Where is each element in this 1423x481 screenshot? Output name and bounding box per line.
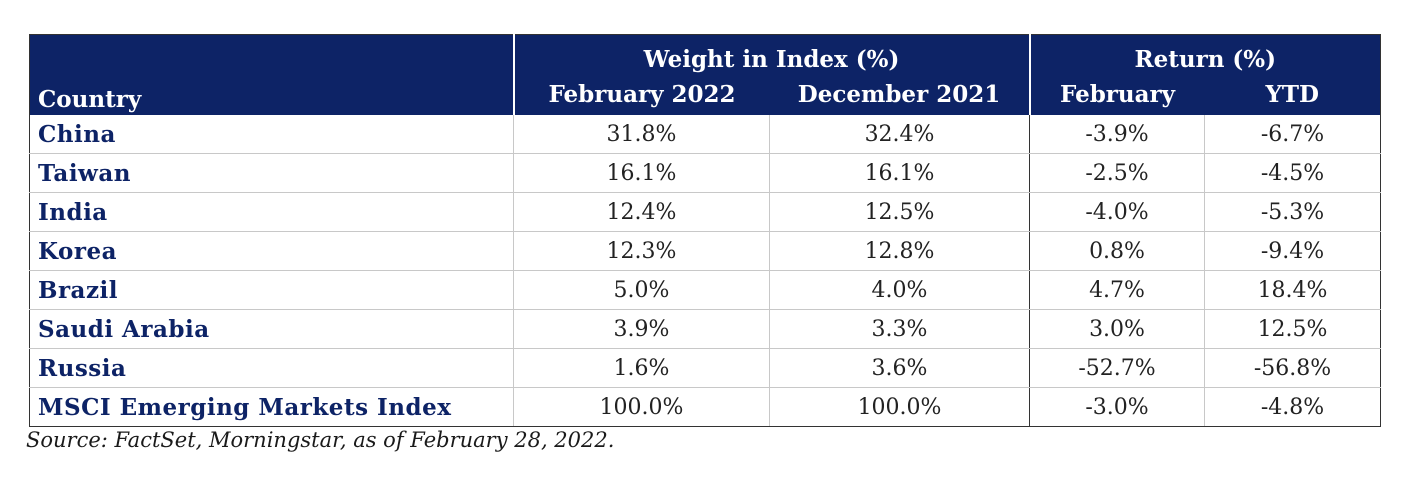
table-header: Weight in Index (%) Return (%) Country F… bbox=[29, 34, 1381, 115]
cell-ytd: -4.8% bbox=[1204, 387, 1382, 427]
cell-country: Korea bbox=[29, 231, 514, 271]
cell-country: Brazil bbox=[29, 270, 514, 310]
cell-dec-2021: 32.4% bbox=[769, 115, 1031, 154]
cell-country: MSCI Emerging Markets Index bbox=[29, 387, 514, 427]
cell-country: Saudi Arabia bbox=[29, 309, 514, 349]
cell-feb-2022: 12.3% bbox=[513, 231, 770, 271]
column-header-country: Country bbox=[29, 73, 514, 115]
cell-feb-2022: 3.9% bbox=[513, 309, 770, 349]
cell-feb-2022: 31.8% bbox=[513, 115, 770, 154]
cell-ytd: -4.5% bbox=[1204, 153, 1382, 193]
cell-feb-2022: 16.1% bbox=[513, 153, 770, 193]
country-weights-table: Weight in Index (%) Return (%) Country F… bbox=[29, 34, 1382, 427]
cell-dec-2021: 3.6% bbox=[769, 348, 1031, 388]
cell-dec-2021: 100.0% bbox=[769, 387, 1031, 427]
cell-february: 4.7% bbox=[1029, 270, 1206, 310]
cell-dec-2021: 12.5% bbox=[769, 192, 1031, 232]
cell-dec-2021: 16.1% bbox=[769, 153, 1031, 193]
cell-country: Taiwan bbox=[29, 153, 514, 193]
cell-feb-2022: 12.4% bbox=[513, 192, 770, 232]
cell-february: -4.0% bbox=[1029, 192, 1206, 232]
cell-feb-2022: 5.0% bbox=[513, 270, 770, 310]
cell-dec-2021: 3.3% bbox=[769, 309, 1031, 349]
header-blank bbox=[29, 34, 514, 73]
cell-ytd: -5.3% bbox=[1204, 192, 1382, 232]
table-row: MSCI Emerging Markets Index 100.0% 100.0% -… bbox=[29, 387, 1382, 427]
column-header-dec-2021: December 2021 bbox=[769, 73, 1030, 115]
column-header-ytd: YTD bbox=[1204, 73, 1381, 115]
table-row: China 31.8% 32.4% -3.9% -6.7% bbox=[29, 115, 1382, 154]
cell-february: 0.8% bbox=[1029, 231, 1206, 271]
column-header-feb-2022: February 2022 bbox=[512, 73, 770, 115]
table-row: India 12.4% 12.5% -4.0% -5.3% bbox=[29, 192, 1382, 232]
cell-dec-2021: 4.0% bbox=[769, 270, 1031, 310]
table-row: Russia 1.6% 3.6% -52.7% -56.8% bbox=[29, 348, 1382, 388]
cell-february: -3.0% bbox=[1029, 387, 1206, 427]
group-header-weight: Weight in Index (%) bbox=[512, 34, 1030, 73]
cell-february: -2.5% bbox=[1029, 153, 1206, 193]
cell-ytd: -9.4% bbox=[1204, 231, 1382, 271]
cell-ytd: -56.8% bbox=[1204, 348, 1382, 388]
cell-feb-2022: 100.0% bbox=[513, 387, 770, 427]
group-header-return: Return (%) bbox=[1028, 34, 1381, 73]
cell-country: India bbox=[29, 192, 514, 232]
table-row: Saudi Arabia 3.9% 3.3% 3.0% 12.5% bbox=[29, 309, 1382, 349]
cell-ytd: -6.7% bbox=[1204, 115, 1382, 154]
country-weights-table-container: Weight in Index (%) Return (%) Country F… bbox=[29, 34, 1382, 427]
cell-february: -3.9% bbox=[1029, 115, 1206, 154]
table-body: China 31.8% 32.4% -3.9% -6.7% Taiwan 16.1% 16.1… bbox=[29, 115, 1382, 427]
cell-dec-2021: 12.8% bbox=[769, 231, 1031, 271]
table-row: Korea 12.3% 12.8% 0.8% -9.4% bbox=[29, 231, 1382, 271]
cell-february: -52.7% bbox=[1029, 348, 1206, 388]
column-header-february: February bbox=[1028, 73, 1205, 115]
cell-ytd: 18.4% bbox=[1204, 270, 1382, 310]
cell-feb-2022: 1.6% bbox=[513, 348, 770, 388]
table-row: Taiwan 16.1% 16.1% -2.5% -4.5% bbox=[29, 153, 1382, 193]
cell-february: 3.0% bbox=[1029, 309, 1206, 349]
cell-ytd: 12.5% bbox=[1204, 309, 1382, 349]
cell-country: Russia bbox=[29, 348, 514, 388]
cell-country: China bbox=[29, 115, 514, 154]
source-note: Source: FactSet, Morningstar, as of Febr… bbox=[26, 428, 615, 452]
table-row: Brazil 5.0% 4.0% 4.7% 18.4% bbox=[29, 270, 1382, 310]
